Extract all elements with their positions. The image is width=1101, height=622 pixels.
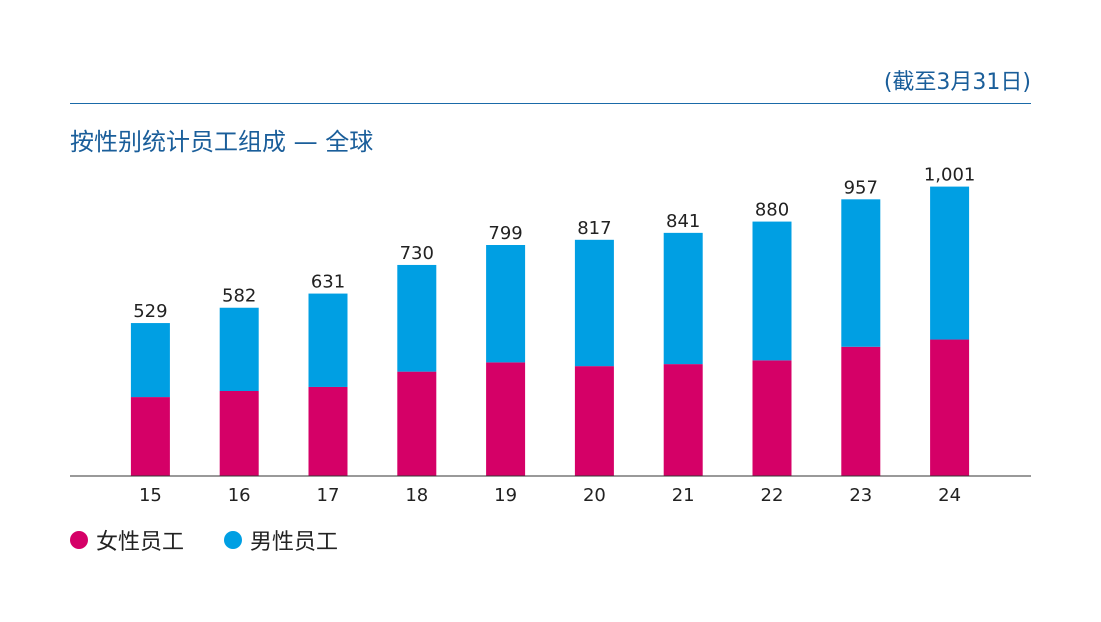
x-tick-label-22: 22 xyxy=(761,485,784,506)
bar-male-21 xyxy=(663,232,703,365)
bar-male-17 xyxy=(308,293,348,387)
bar-female-18 xyxy=(397,371,437,476)
x-tick-label-17: 17 xyxy=(317,485,340,506)
legend-item-female: 女性员工 xyxy=(70,524,184,556)
header-rule xyxy=(70,103,1031,104)
total-label-15: 529 xyxy=(133,301,167,322)
x-tick-label-24: 24 xyxy=(938,485,961,506)
date-note: (截至3月31日) xyxy=(883,70,1031,95)
bar-female-15 xyxy=(130,397,170,476)
total-label-17: 631 xyxy=(311,272,345,293)
bar-male-18 xyxy=(397,264,437,372)
bar-male-19 xyxy=(486,245,526,363)
bar-female-24 xyxy=(930,339,970,476)
bar-male-16 xyxy=(219,307,259,392)
total-label-16: 582 xyxy=(222,286,256,307)
total-label-20: 817 xyxy=(577,218,611,239)
bar-male-23 xyxy=(841,199,881,347)
total-label-19: 799 xyxy=(488,223,522,244)
x-tick-label-23: 23 xyxy=(849,485,872,506)
bar-male-22 xyxy=(752,221,792,361)
x-tick-label-19: 19 xyxy=(494,485,517,506)
bar-female-16 xyxy=(219,391,259,476)
total-label-23: 957 xyxy=(844,177,878,198)
legend: 女性员工 男性员工 xyxy=(70,524,378,556)
bar-male-20 xyxy=(574,239,614,367)
x-tick-label-21: 21 xyxy=(672,485,695,506)
legend-swatch-male xyxy=(224,531,243,549)
legend-item-male: 男性员工 xyxy=(224,524,338,556)
bar-female-23 xyxy=(841,346,881,476)
bar-female-20 xyxy=(574,366,614,476)
total-label-24: 1,001 xyxy=(924,165,976,186)
legend-label-female: 女性员工 xyxy=(96,530,185,555)
bar-female-22 xyxy=(752,360,792,476)
bar-male-15 xyxy=(130,323,170,398)
x-tick-label-16: 16 xyxy=(228,485,251,506)
bar-female-17 xyxy=(308,386,348,476)
x-tick-label-20: 20 xyxy=(583,485,606,506)
total-label-21: 841 xyxy=(666,211,700,232)
total-label-18: 730 xyxy=(400,243,434,264)
x-tick-label-18: 18 xyxy=(405,485,428,506)
chart-title: 按性别统计员工组成 — 全球 xyxy=(70,128,374,156)
total-label-22: 880 xyxy=(755,200,789,221)
legend-label-male: 男性员工 xyxy=(250,530,339,555)
x-tick-label-15: 15 xyxy=(139,485,162,506)
bar-male-24 xyxy=(930,186,970,340)
bar-female-21 xyxy=(663,364,703,476)
legend-swatch-female xyxy=(70,531,88,549)
bar-female-19 xyxy=(486,362,526,476)
